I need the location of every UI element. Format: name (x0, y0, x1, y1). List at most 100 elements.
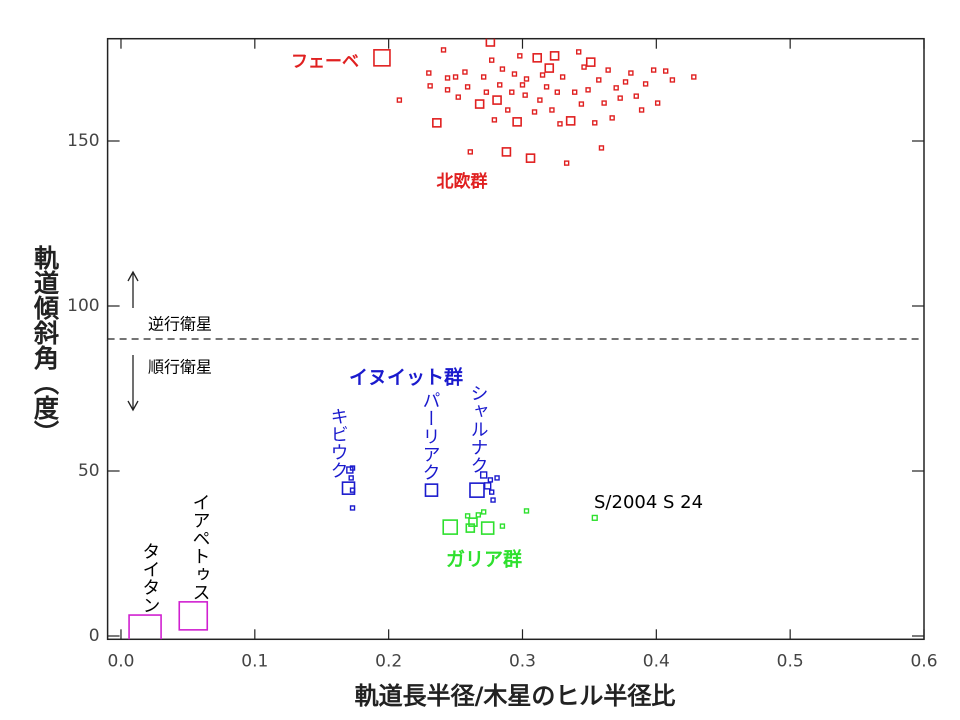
point (464, 513, 471, 519)
point (467, 149, 473, 155)
point (523, 76, 530, 82)
point (349, 465, 356, 471)
point (491, 117, 498, 123)
point (544, 63, 555, 73)
point (480, 521, 495, 535)
point (474, 99, 485, 109)
series-label: イアペトゥス (190, 493, 211, 601)
point (585, 57, 596, 67)
point (578, 101, 585, 107)
point (499, 523, 506, 529)
point (598, 145, 605, 151)
point (497, 82, 503, 88)
x-tick-label: 0.2 (375, 651, 402, 671)
point (480, 509, 487, 515)
point (554, 89, 560, 95)
point (432, 118, 442, 128)
point (492, 95, 502, 105)
x-axis-label: 軌道長半径/木星のヒル半径比 (355, 682, 676, 710)
point (178, 601, 209, 631)
point (622, 79, 629, 85)
y-tick-label: 150 (67, 131, 99, 151)
point (485, 38, 496, 47)
point (522, 92, 528, 98)
point (605, 67, 611, 73)
point (128, 614, 162, 640)
y-tick-label: 0 (89, 626, 100, 646)
x-tick-label: 0.1 (241, 651, 268, 671)
point (517, 53, 523, 59)
y-tick-label: 50 (78, 461, 100, 481)
plot-area (128, 38, 697, 640)
point (465, 523, 476, 533)
point (525, 153, 536, 163)
point (349, 487, 356, 493)
point (512, 117, 522, 127)
point (490, 497, 496, 503)
point (426, 70, 432, 76)
point (523, 508, 530, 514)
point (499, 66, 506, 72)
point (691, 74, 697, 80)
point (501, 147, 512, 157)
annotation: 逆行衛星 (148, 315, 212, 334)
point (617, 95, 623, 101)
point (601, 100, 607, 106)
point (650, 67, 657, 73)
point (596, 77, 602, 83)
point (532, 53, 543, 63)
point (557, 121, 563, 127)
point (585, 87, 591, 93)
point (442, 519, 459, 535)
point (581, 64, 587, 70)
series-label: シャルナク (468, 384, 489, 474)
point (511, 71, 518, 77)
point (468, 517, 478, 527)
point (654, 100, 661, 106)
arrow-head (127, 270, 139, 282)
point (609, 115, 615, 121)
point (642, 81, 649, 87)
series-label: キビウク (328, 407, 349, 479)
point (669, 77, 676, 83)
point (440, 47, 447, 53)
point (427, 83, 433, 89)
point (479, 471, 488, 479)
point (494, 475, 500, 481)
point (489, 489, 495, 495)
point (592, 120, 598, 126)
point (462, 69, 468, 75)
series-label: タイタン (140, 542, 161, 614)
point (480, 74, 487, 80)
x-tick-label: 0.3 (509, 651, 536, 671)
point (537, 97, 543, 103)
point (348, 475, 354, 481)
point (549, 51, 560, 61)
point (539, 72, 546, 78)
y-axis-label: 軌道傾斜角（度） (31, 245, 61, 445)
point (549, 107, 555, 113)
point (483, 482, 492, 490)
point (396, 97, 403, 103)
point (638, 107, 645, 113)
point (444, 75, 451, 81)
point (591, 514, 598, 521)
point (531, 109, 538, 115)
point (349, 505, 356, 511)
point (444, 87, 451, 93)
point (475, 512, 482, 518)
point (452, 74, 459, 80)
x-tick-label: 0.0 (107, 651, 134, 671)
x-tick-label: 0.4 (643, 651, 670, 671)
point (424, 483, 439, 497)
point (613, 85, 619, 91)
x-tick-label: 0.6 (910, 651, 937, 671)
x-tick-label: 0.5 (777, 651, 804, 671)
point (487, 477, 494, 483)
point (455, 94, 461, 100)
point (565, 116, 576, 126)
point (576, 49, 582, 55)
annotation: 順行衛星 (148, 358, 212, 377)
